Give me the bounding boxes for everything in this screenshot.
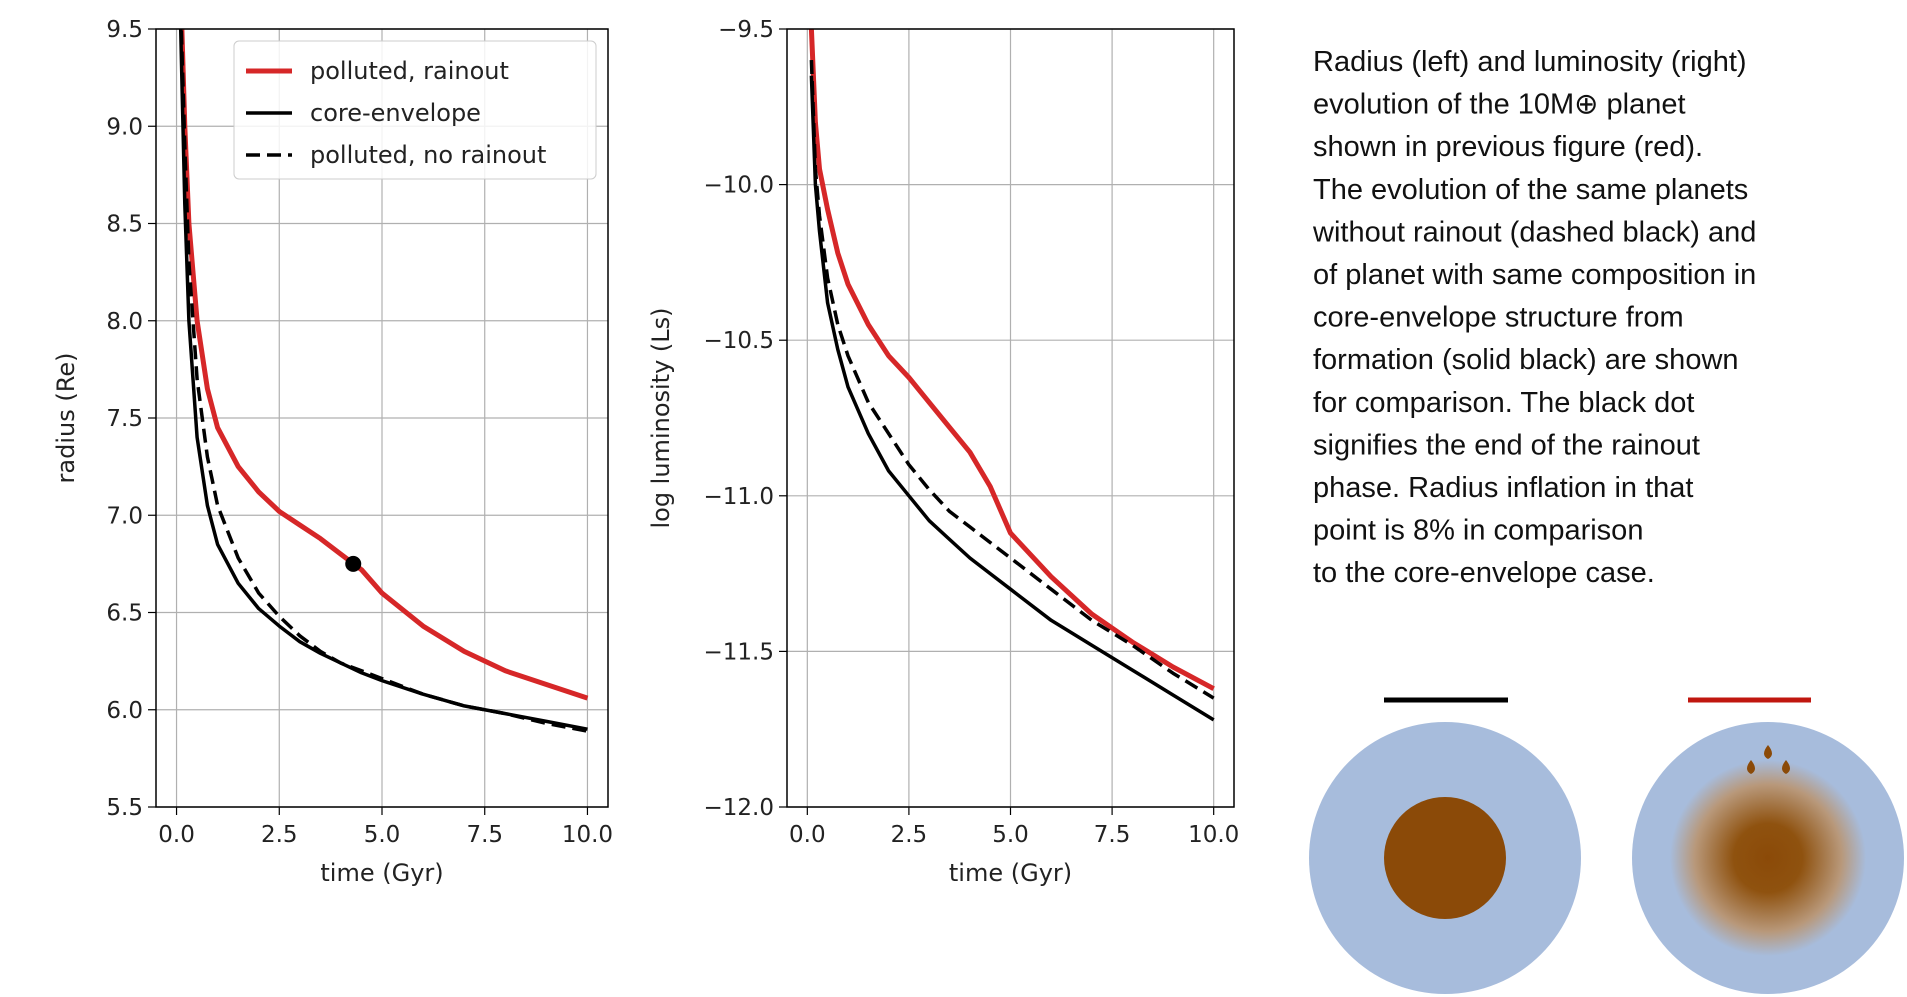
legend: polluted, rainout core-envelope polluted, …	[233, 40, 597, 180]
x-tick-label: 0.0	[789, 822, 826, 848]
caption-line: Radius (left) and luminosity (right)	[1313, 46, 1747, 78]
caption-line: core-envelope structure from	[1313, 302, 1684, 334]
legend-label: core-envelope	[310, 99, 481, 127]
y-tick-label: −11.0	[704, 484, 774, 510]
x-axis-label: time (Gyr)	[949, 859, 1072, 887]
caption-line: shown in previous figure (red).	[1313, 131, 1703, 163]
y-tick-label: 6.5	[106, 601, 143, 627]
x-tick-label: 2.5	[891, 822, 928, 848]
y-tick-label: 7.5	[106, 406, 143, 432]
chart: 0.0 2.5 5.0 7.5 10.0 −12.0 −11.5 −11.0 −10.5 −10.…	[647, 17, 1239, 887]
y-tick-label: −10.5	[704, 328, 774, 354]
caption-line: for comparison. The black dot	[1313, 387, 1695, 419]
caption-line: phase. Radius inflation in that	[1313, 472, 1693, 504]
x-tick-label: 7.5	[1094, 822, 1131, 848]
x-tick-label: 2.5	[261, 822, 298, 848]
x-tick-label: 5.0	[364, 822, 401, 848]
y-tick-label: 9.5	[106, 17, 143, 43]
caption-line: to the core-envelope case.	[1313, 557, 1655, 589]
caption-line: of planet with same composition in	[1313, 259, 1756, 291]
series-line	[179, 29, 589, 701]
caption-line: The evolution of the same planets	[1313, 174, 1748, 206]
chart: 0.0 2.5 5.0 7.5 10.0 5.5 6.0 6.5 7.0 7.5 8.0 8.5 9.0…	[52, 17, 613, 887]
x-axis-label: time (Gyr)	[320, 859, 443, 887]
caption-line: evolution of the 10M⊕ planet	[1313, 89, 1686, 121]
x-tick-label: 0.0	[158, 822, 195, 848]
diagram	[1309, 697, 1904, 994]
y-tick-label: 9.0	[106, 114, 143, 140]
y-tick-label: 8.5	[106, 212, 143, 238]
y-tick-label: 7.0	[106, 503, 143, 529]
y-tick-label: 8.0	[106, 309, 143, 335]
series-line	[179, 29, 588, 733]
x-tick-label: 5.0	[992, 822, 1029, 848]
caption: Radius (left) and luminosity (right) evol…	[1312, 46, 1756, 589]
y-axis-label: radius (Re)	[52, 353, 80, 484]
y-tick-label: −10.0	[704, 173, 774, 199]
legend-label: polluted, no rainout	[310, 141, 546, 169]
series-line	[809, 60, 1215, 700]
series-line	[809, 75, 1215, 722]
axes-frame	[786, 28, 1235, 808]
y-axis-label: log luminosity (Ls)	[647, 307, 675, 528]
rain-drop	[1747, 760, 1755, 774]
caption-line: without rainout (dashed black) and	[1312, 216, 1756, 248]
legend-label: polluted, rainout	[310, 57, 509, 85]
rain-drop	[1764, 745, 1772, 759]
rain-drop	[1782, 760, 1790, 774]
y-tick-label: 6.0	[106, 698, 143, 724]
x-tick-label: 7.5	[466, 822, 503, 848]
axes-frame	[155, 28, 609, 808]
caption-line: signifies the end of the rainout	[1313, 429, 1700, 461]
x-tick-label: 10.0	[1188, 822, 1239, 848]
y-tick-label: −12.0	[704, 795, 774, 821]
series-line	[808, 29, 1215, 691]
polluted-interior	[1670, 760, 1866, 956]
caption-line: point is 8% in comparison	[1313, 515, 1643, 547]
x-tick-label: 10.0	[562, 822, 613, 848]
series-line	[178, 29, 588, 731]
caption-line: formation (solid black) are shown	[1313, 344, 1739, 376]
y-tick-label: −11.5	[704, 639, 774, 665]
y-tick-label: −9.5	[718, 17, 774, 43]
y-tick-label: 5.5	[106, 795, 143, 821]
legend-box	[233, 40, 597, 180]
planet-core	[1384, 797, 1506, 919]
marker-dot	[345, 555, 362, 572]
